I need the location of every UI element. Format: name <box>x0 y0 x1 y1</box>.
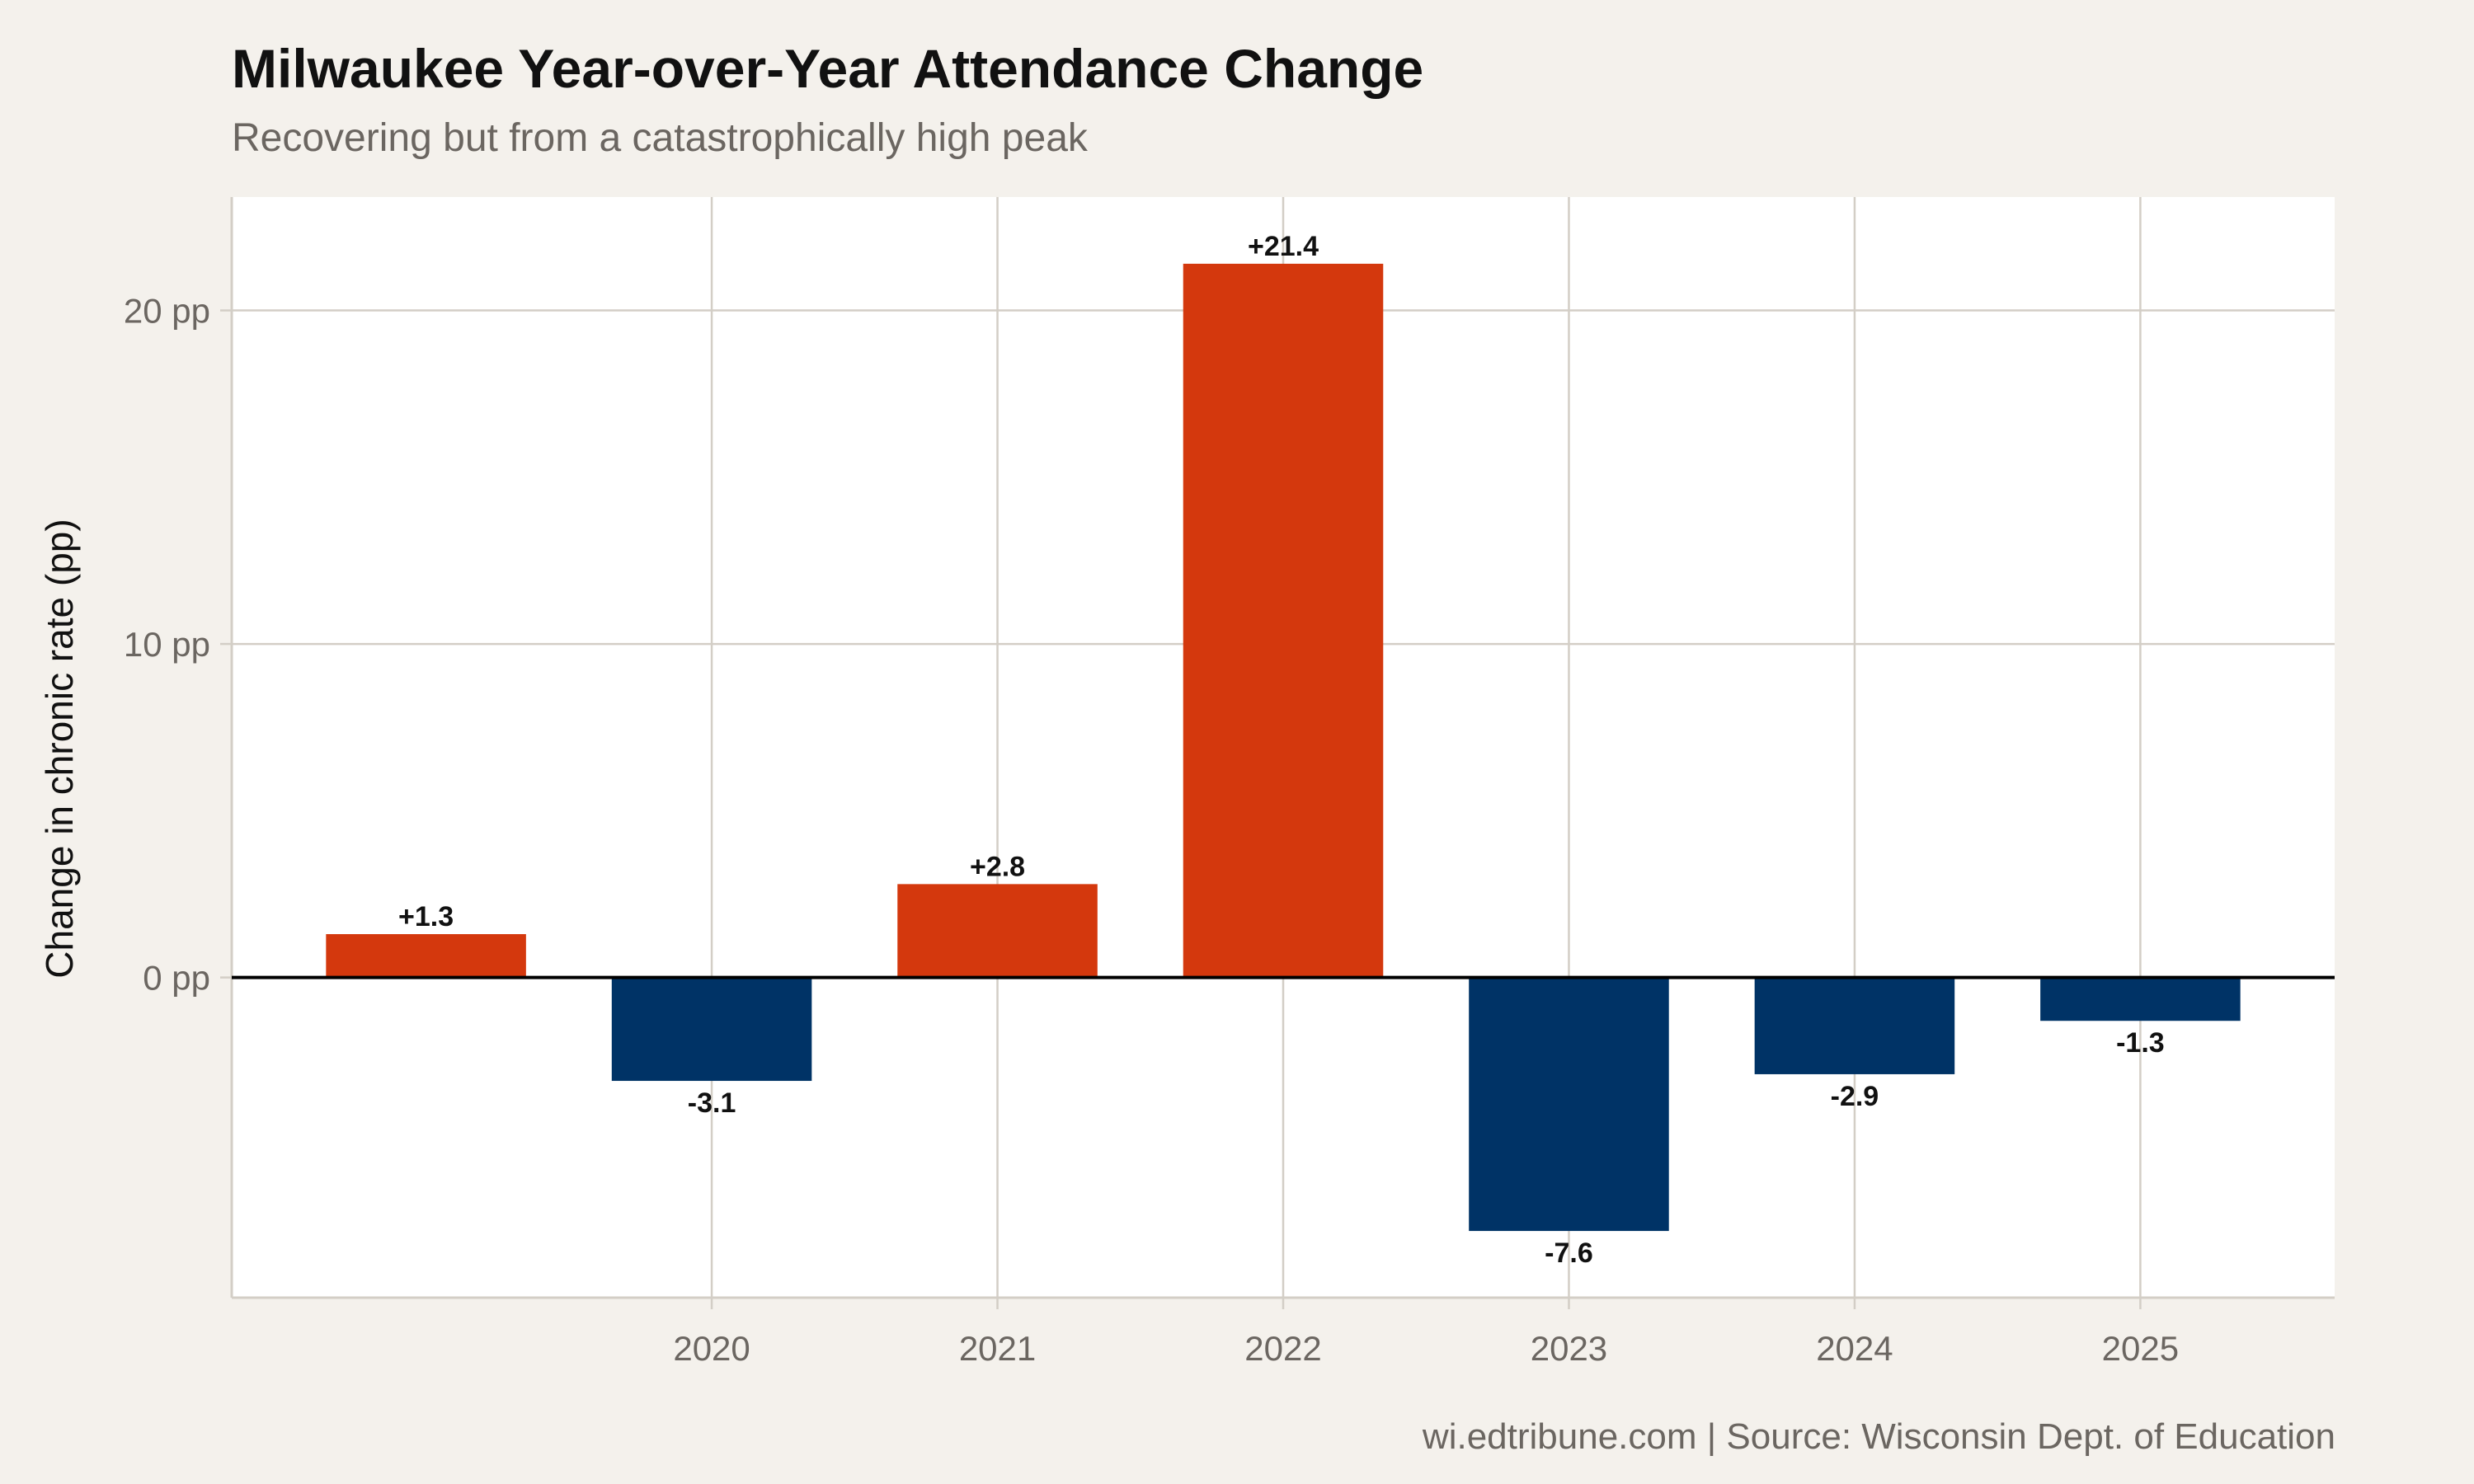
x-tick-label: 2022 <box>1244 1329 1321 1368</box>
source-caption: wi.edtribune.com | Source: Wisconsin Dep… <box>1422 1416 2335 1457</box>
x-tick-label: 2020 <box>673 1329 750 1368</box>
chart-subtitle: Recovering but from a catastrophically h… <box>232 116 1088 160</box>
bar-2025 <box>2040 977 2241 1021</box>
x-tick-label: 2023 <box>1531 1329 1607 1368</box>
data-label-2024: -2.9 <box>1831 1081 1879 1112</box>
data-label-2023: -7.6 <box>1545 1237 1593 1269</box>
x-tick-label: 2024 <box>1816 1329 1893 1368</box>
y-tick-label: 10 pp <box>124 625 210 664</box>
bar-2019 <box>326 934 526 978</box>
bar-2024 <box>1754 977 1955 1074</box>
data-label-2020: -3.1 <box>688 1087 736 1119</box>
x-tick-label: 2025 <box>2102 1329 2179 1368</box>
y-tick-label: 20 pp <box>124 292 210 331</box>
data-label-2021: +2.8 <box>970 851 1025 882</box>
bar-2022 <box>1183 263 1384 978</box>
data-label-2019: +1.3 <box>398 901 454 932</box>
y-tick-label: 0 pp <box>143 959 210 998</box>
data-label-2022: +21.4 <box>1248 231 1319 262</box>
chart-title: Milwaukee Year-over-Year Attendance Chan… <box>232 38 1424 99</box>
data-label-2025: -1.3 <box>2116 1027 2165 1059</box>
x-tick-label: 2021 <box>959 1329 1036 1368</box>
bar-2020 <box>611 977 812 1082</box>
bar-2023 <box>1469 977 1669 1232</box>
bar-2021 <box>897 884 1098 978</box>
